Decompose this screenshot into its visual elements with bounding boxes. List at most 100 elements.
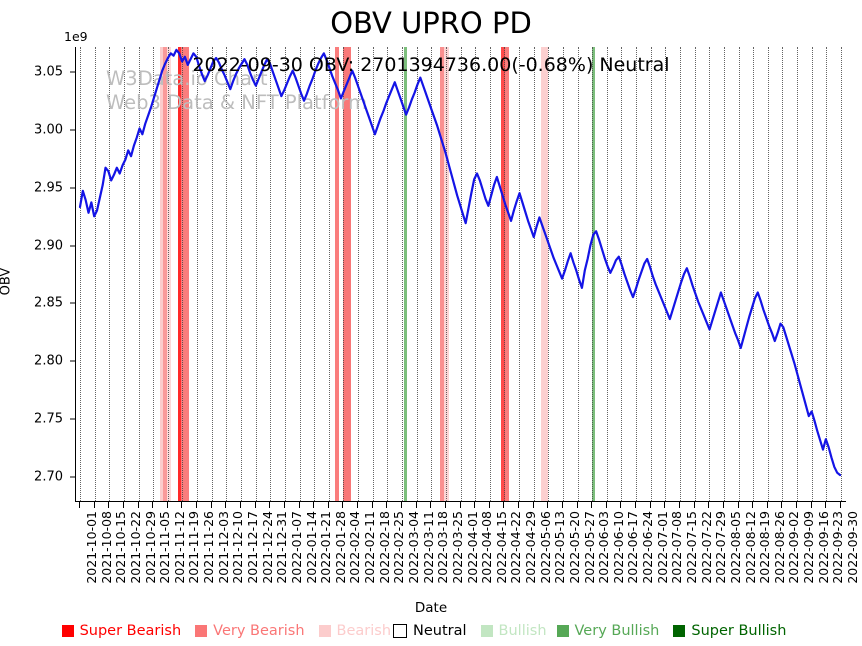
grid-line <box>109 47 111 501</box>
x-tick-label: 2022-08-05 <box>727 511 743 584</box>
y-axis-exponent: 1e9 <box>64 29 88 44</box>
sentiment-band <box>159 47 164 501</box>
x-tick-mark <box>225 502 227 508</box>
x-tick-mark <box>825 502 827 508</box>
page-title: OBV UPRO PD <box>330 6 532 40</box>
x-tick-mark <box>605 502 607 508</box>
x-tick-mark <box>620 502 622 508</box>
sentiment-band <box>335 47 339 501</box>
grid-line <box>197 47 199 501</box>
grid-line <box>533 47 535 501</box>
x-tick-label: 2022-02-11 <box>362 511 378 584</box>
grid-line <box>138 47 140 501</box>
grid-line <box>782 47 784 501</box>
legend-label: Bullish <box>498 623 547 639</box>
x-tick-label: 2022-01-28 <box>332 511 348 584</box>
x-tick-mark <box>664 502 666 508</box>
x-tick-label: 2021-10-29 <box>142 511 158 584</box>
grid-line <box>226 47 228 501</box>
x-tick-mark <box>679 502 681 508</box>
x-tick-label: 2022-04-22 <box>508 511 524 584</box>
x-tick-label: 2022-06-24 <box>640 511 656 584</box>
y-tick-label: 2.70 <box>34 469 63 485</box>
y-tick-label: 2.95 <box>34 180 63 196</box>
y-tick-mark <box>70 476 75 478</box>
x-tick-mark <box>532 502 534 508</box>
grid-line <box>445 47 447 501</box>
x-tick-label: 2021-12-10 <box>230 511 246 584</box>
x-tick-label: 2022-09-23 <box>830 511 846 584</box>
legend-swatch <box>673 625 686 637</box>
y-tick-mark <box>70 71 75 73</box>
legend-item[interactable]: Very Bearish <box>195 623 305 639</box>
x-tick-label: 2022-08-26 <box>771 511 787 584</box>
sentiment-band <box>501 47 505 501</box>
x-tick-label: 2022-08-19 <box>757 511 773 584</box>
grid-line <box>314 47 316 501</box>
legend-item[interactable]: Bearish <box>318 623 391 639</box>
x-tick-label: 2022-03-04 <box>405 511 421 584</box>
x-tick-mark <box>298 502 300 508</box>
x-tick-mark <box>766 502 768 508</box>
x-tick-label: 2022-04-15 <box>493 511 509 584</box>
x-tick-label: 2021-10-08 <box>98 511 114 584</box>
legend-item[interactable]: Neutral <box>393 623 467 639</box>
grid-line <box>299 47 301 501</box>
legend-swatch <box>195 625 208 637</box>
grid-line <box>548 47 550 501</box>
x-tick-label: 2022-05-13 <box>552 511 568 584</box>
y-axis-ticks: 2.70 2.75 2.80 2.85 2.90 2.95 3.00 3.05 <box>0 47 75 502</box>
sentiment-band <box>440 47 444 501</box>
legend-label: Super Bullish <box>691 623 787 639</box>
x-tick-mark <box>210 502 212 508</box>
x-tick-mark <box>591 502 593 508</box>
x-tick-label: 2021-10-15 <box>113 511 129 584</box>
x-tick-label: 2022-03-25 <box>449 511 465 584</box>
x-tick-mark <box>722 502 724 508</box>
grid-line <box>284 47 286 501</box>
grid-line <box>240 47 242 501</box>
y-tick-label: 2.80 <box>34 353 63 369</box>
x-tick-label: 2022-05-20 <box>566 511 582 584</box>
grid-lines <box>76 47 846 501</box>
legend-item[interactable]: Bullish <box>480 623 547 639</box>
x-tick-mark <box>122 502 124 508</box>
grid-line <box>621 47 623 501</box>
x-tick-label: 2022-09-09 <box>801 511 817 584</box>
grid-line <box>519 47 521 501</box>
x-tick-mark <box>561 502 563 508</box>
x-tick-label: 2022-01-14 <box>303 511 319 584</box>
x-tick-label: 2022-08-12 <box>742 511 758 584</box>
y-tick-label: 3.05 <box>34 64 63 80</box>
legend-item[interactable]: Super Bearish <box>61 623 181 639</box>
y-tick-mark <box>70 187 75 189</box>
x-tick-label: 2022-03-18 <box>435 511 451 584</box>
grid-line <box>475 47 477 501</box>
x-tick-mark <box>386 502 388 508</box>
legend-label: Very Bullish <box>574 623 660 639</box>
legend-item[interactable]: Very Bullish <box>556 623 660 639</box>
x-tick-label: 2021-11-19 <box>186 511 202 584</box>
x-tick-mark <box>547 502 549 508</box>
grid-line <box>167 47 169 501</box>
x-axis-label: Date <box>414 600 448 616</box>
x-tick-label: 2021-11-12 <box>171 511 187 584</box>
legend-label: Neutral <box>413 623 467 639</box>
x-tick-label: 2022-07-08 <box>669 511 685 584</box>
grid-line <box>636 47 638 501</box>
legend-item[interactable]: Super Bullish <box>673 623 786 639</box>
grid-line <box>592 47 594 501</box>
legend: Super Bearish Very Bearish Bearish Neutral B… <box>0 619 862 643</box>
obv-polyline <box>78 48 842 477</box>
sentiment-band <box>180 47 190 501</box>
x-tick-label: 2022-03-11 <box>420 511 436 584</box>
grid-line <box>416 47 418 501</box>
x-tick-mark <box>503 502 505 508</box>
x-tick-mark <box>269 502 271 508</box>
grid-line <box>211 47 213 501</box>
x-tick-mark <box>781 502 783 508</box>
x-tick-mark <box>400 502 402 508</box>
x-tick-label: 2022-01-21 <box>318 511 334 584</box>
x-tick-label: 2021-10-01 <box>84 511 99 584</box>
